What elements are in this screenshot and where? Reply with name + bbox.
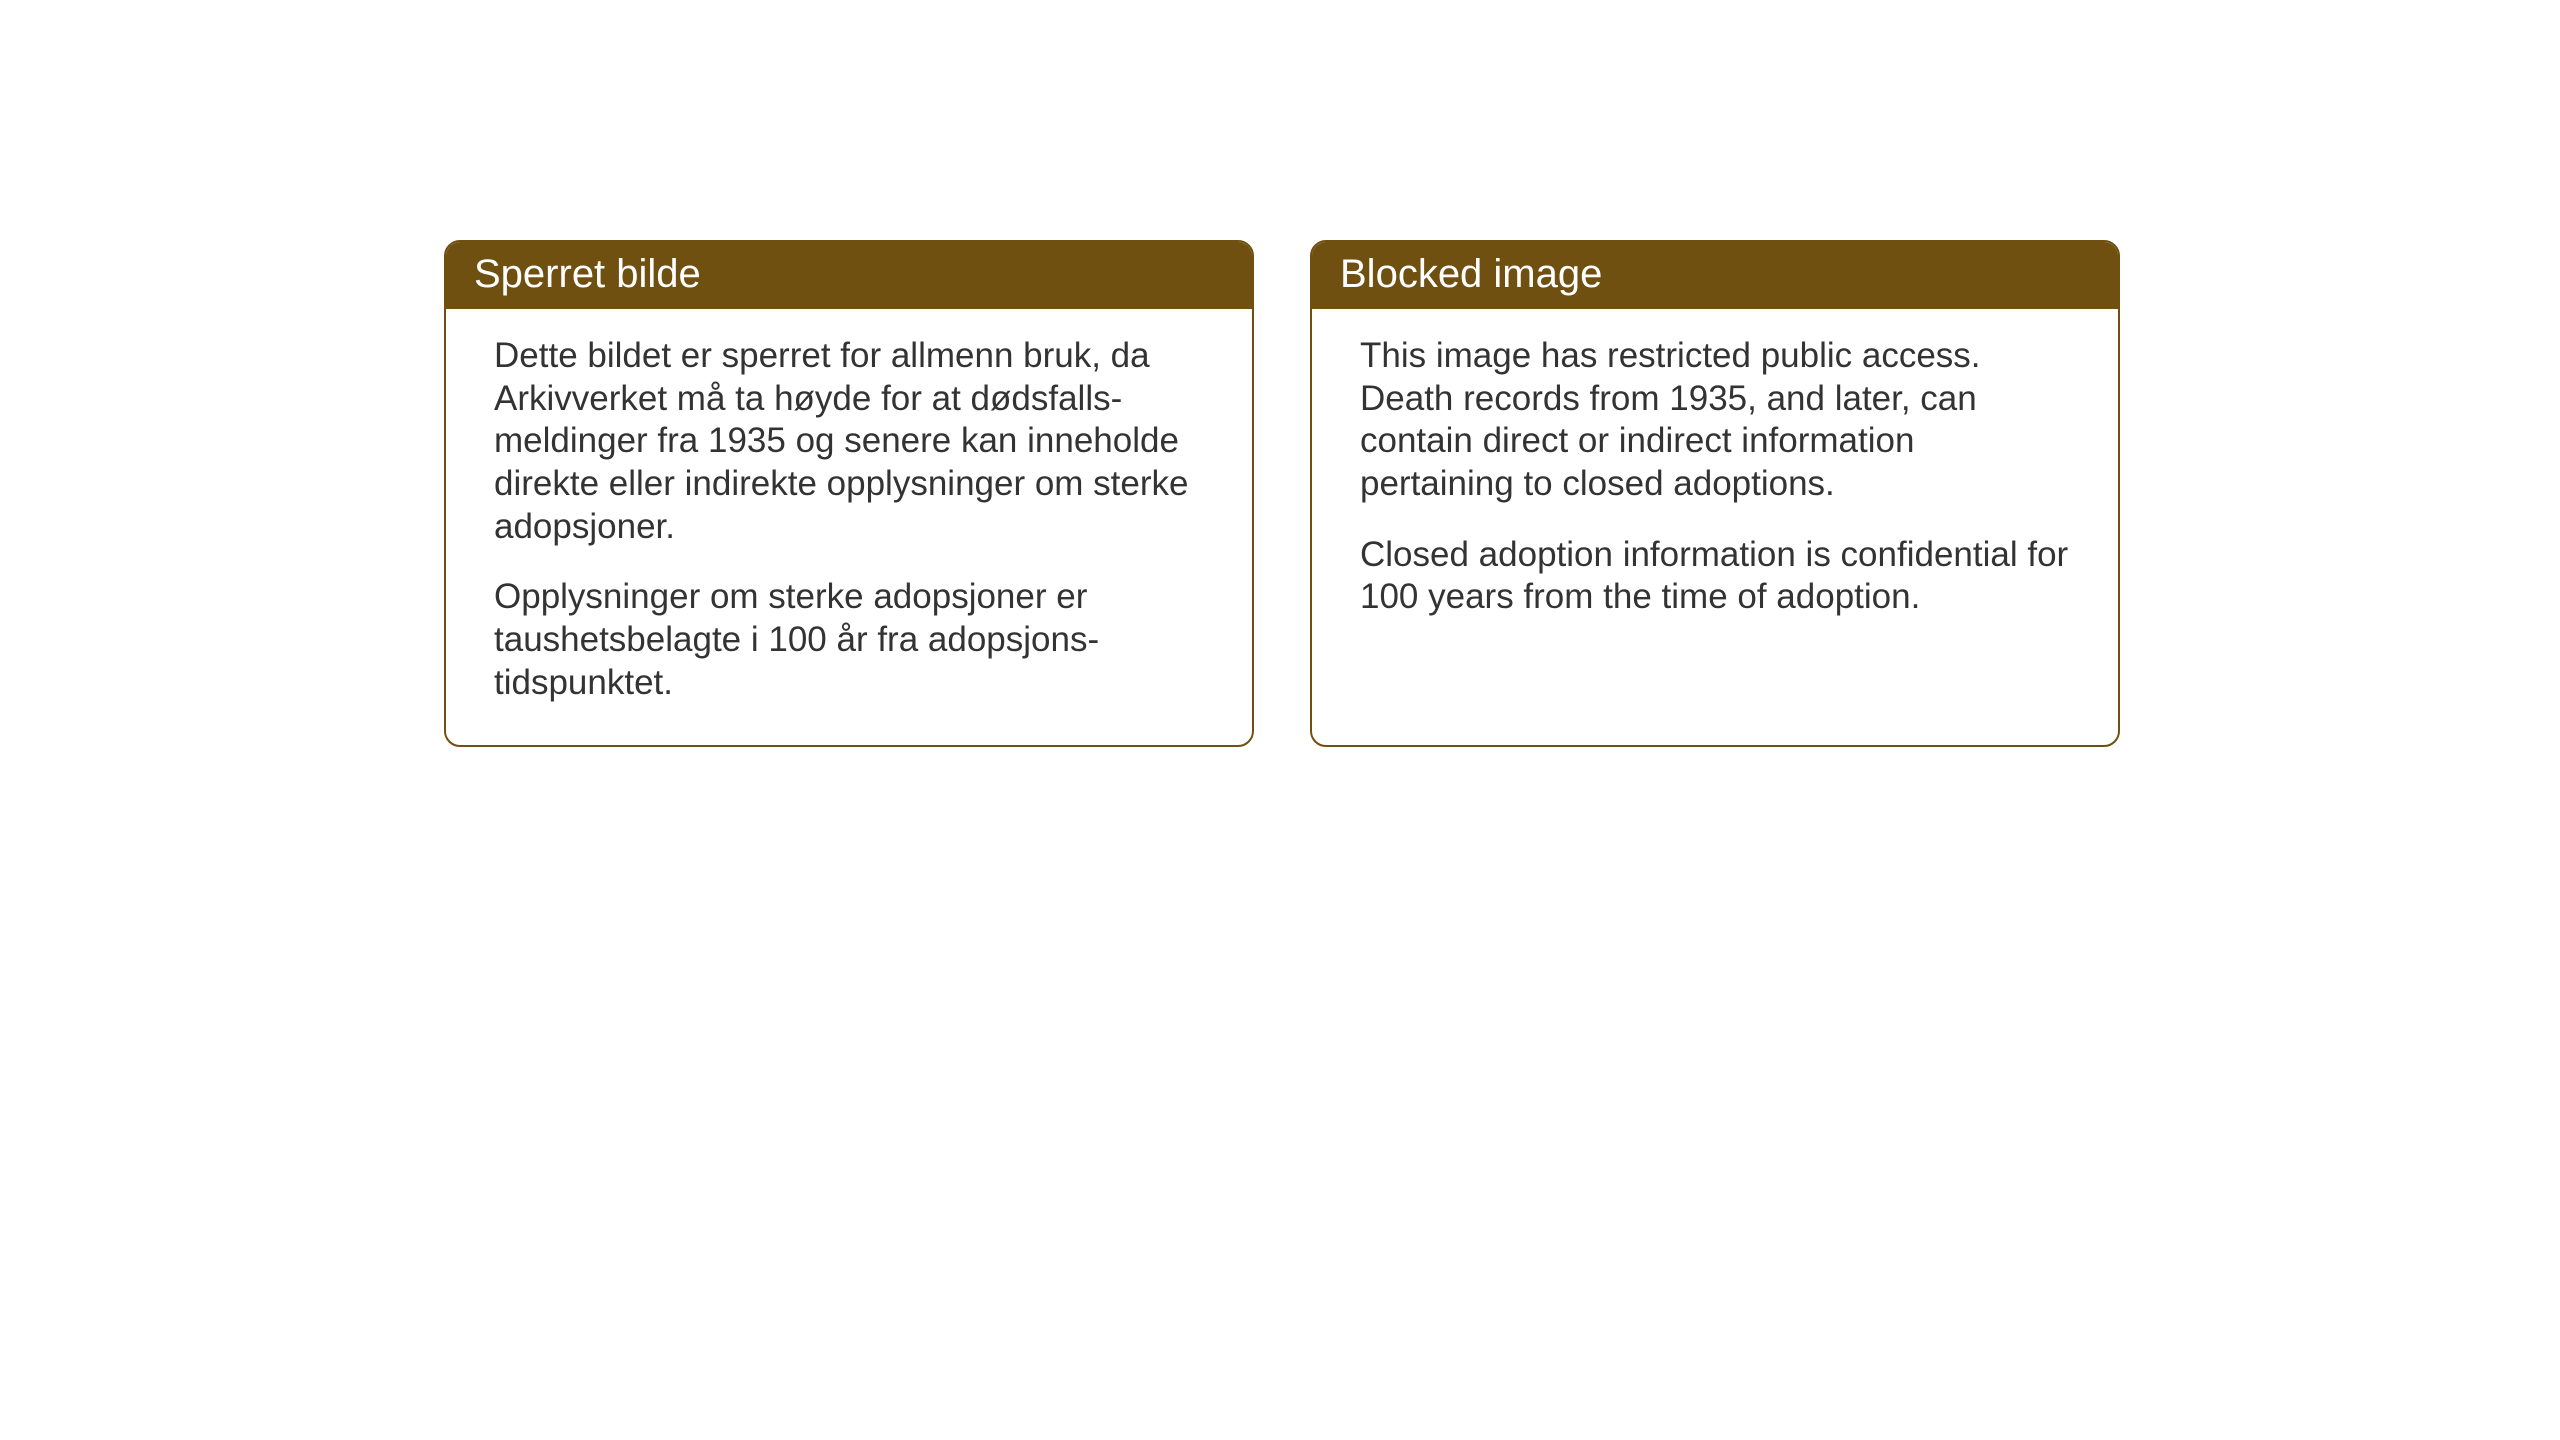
card-norwegian: Sperret bilde Dette bildet er sperret fo…	[444, 240, 1254, 747]
card-paragraph-1-english: This image has restricted public access.…	[1360, 335, 2070, 506]
card-header-english: Blocked image	[1312, 242, 2118, 309]
cards-container: Sperret bilde Dette bildet er sperret fo…	[444, 240, 2120, 747]
card-paragraph-2-english: Closed adoption information is confident…	[1360, 534, 2070, 619]
card-header-norwegian: Sperret bilde	[446, 242, 1252, 309]
card-paragraph-1-norwegian: Dette bildet er sperret for allmenn bruk…	[494, 335, 1204, 548]
card-body-norwegian: Dette bildet er sperret for allmenn bruk…	[446, 309, 1252, 745]
card-body-english: This image has restricted public access.…	[1312, 309, 2118, 659]
card-paragraph-2-norwegian: Opplysninger om sterke adopsjoner er tau…	[494, 576, 1204, 704]
card-english: Blocked image This image has restricted …	[1310, 240, 2120, 747]
